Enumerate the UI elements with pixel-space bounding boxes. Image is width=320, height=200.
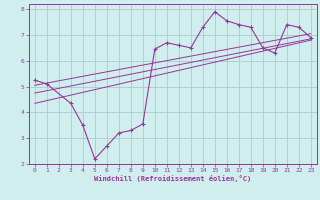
- X-axis label: Windchill (Refroidissement éolien,°C): Windchill (Refroidissement éolien,°C): [94, 175, 252, 182]
